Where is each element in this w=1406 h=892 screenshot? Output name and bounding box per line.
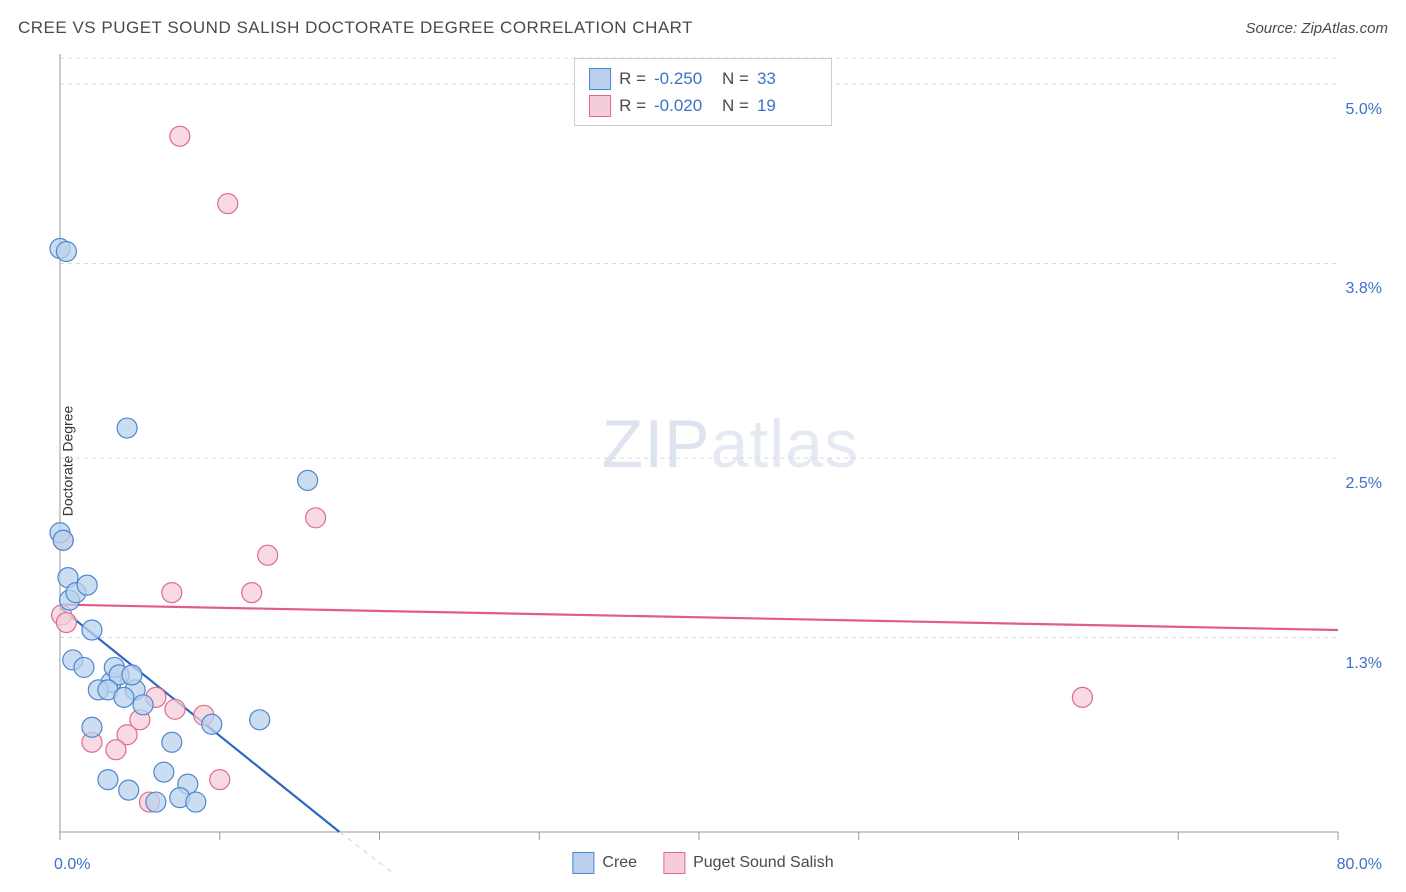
swatch-cree [572, 852, 594, 874]
swatch-salish [663, 852, 685, 874]
stats-legend: R = -0.250 N = 33 R = -0.020 N = 19 [574, 58, 832, 126]
chart-title: CREE VS PUGET SOUND SALISH DOCTORATE DEG… [18, 18, 693, 38]
y-tick-label: 1.3% [1346, 655, 1382, 673]
swatch-cree [589, 68, 611, 90]
y-tick-label: 3.8% [1346, 280, 1382, 298]
chart-container: Doctorate Degree ZIPatlas R = -0.250 N =… [18, 48, 1388, 874]
salish-n-value: 19 [757, 92, 817, 119]
y-tick-label: 5.0% [1346, 101, 1382, 119]
scatter-plot [18, 48, 1388, 874]
legend-item-salish: Puget Sound Salish [663, 852, 834, 874]
salish-r-value: -0.020 [654, 92, 714, 119]
x-max-label: 80.0% [1337, 856, 1382, 874]
stats-row-cree: R = -0.250 N = 33 [589, 65, 817, 92]
legend-item-cree: Cree [572, 852, 637, 874]
cree-r-value: -0.250 [654, 65, 714, 92]
n-label: N = [722, 65, 749, 92]
y-tick-label: 2.5% [1346, 475, 1382, 493]
source-credit: Source: ZipAtlas.com [1245, 20, 1388, 37]
n-label: N = [722, 92, 749, 119]
x-min-label: 0.0% [54, 856, 90, 874]
r-label: R = [619, 65, 646, 92]
header: CREE VS PUGET SOUND SALISH DOCTORATE DEG… [18, 18, 1388, 38]
cree-n-value: 33 [757, 65, 817, 92]
legend-label-cree: Cree [602, 854, 637, 872]
legend-label-salish: Puget Sound Salish [693, 854, 834, 872]
swatch-salish [589, 95, 611, 117]
r-label: R = [619, 92, 646, 119]
series-legend: Cree Puget Sound Salish [572, 852, 833, 874]
stats-row-salish: R = -0.020 N = 19 [589, 92, 817, 119]
